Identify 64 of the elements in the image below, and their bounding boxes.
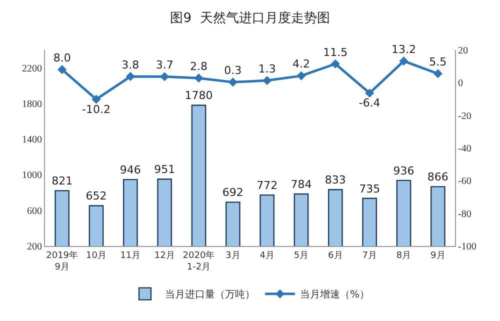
data-label: 866 [427,170,448,184]
y2-tick-label: -100 [458,242,476,252]
data-label: -6.4 [358,96,380,110]
x-tick-label: 11月 [120,250,141,261]
data-label: 3.7 [156,58,174,72]
legend-label: 当月增速（%） [300,288,370,301]
point [126,72,135,82]
data-label: 5.5 [429,56,447,69]
point [399,56,408,66]
y2-tick-label: 20 [458,46,468,56]
x-tick-label: 3月 [226,250,240,261]
point [330,59,340,68]
point [296,71,306,80]
point [58,65,67,74]
point [92,94,101,104]
y2-tick-label: -80 [458,208,472,220]
y-tick-label: 2200 [22,63,42,74]
data-label: 692 [222,186,244,200]
data-label: 772 [256,179,278,192]
y-tick-label: 1000 [22,170,42,182]
x-tick-label: 10月 [86,250,106,261]
x-tick-label: 8月 [396,250,412,261]
x-tick-label: 6月 [328,250,343,261]
data-label: 652 [86,190,107,203]
x-tick-label: 2020年 1-2月 [182,250,215,272]
point [262,76,272,86]
data-label: 946 [120,164,141,177]
data-label: 1780 [184,89,213,102]
data-label: 951 [154,163,176,176]
x-tick-label: 7月 [362,250,377,261]
y-tick-label: 600 [27,206,42,217]
data-label: 1.3 [258,62,276,76]
x-tick-label: 4月 [260,250,274,261]
data-label: 735 [359,182,380,196]
data-label: 0.3 [224,64,242,78]
data-label: 4.2 [292,58,310,71]
data-label: 13.2 [392,42,416,56]
point [433,69,442,78]
data-label: 833 [324,174,346,187]
data-label: 3.8 [122,58,140,72]
x-tick-label: 5月 [294,250,309,261]
y2-tick-label: -60 [458,176,472,188]
y-tick-label: 1400 [22,134,42,146]
y2-tick-label: -40 [458,144,472,154]
data-label: 2.8 [190,60,208,73]
data-label: -10.2 [82,102,110,116]
point [228,78,238,87]
point [365,88,374,98]
data-label: 8.0 [53,51,71,64]
y-tick-label: 1800 [22,98,42,110]
point [194,74,204,83]
y2-tick-label: -20 [458,110,472,122]
data-label: 11.5 [323,46,348,59]
x-tick-label: 9月 [430,250,446,261]
x-tick-label: 12月 [154,250,175,261]
x-tick-label: 2019年 9月 [46,250,78,272]
data-label: 936 [393,164,414,178]
chart-title: 图9 天然气进口月度走势图 [170,10,330,26]
point [160,72,170,82]
y-tick-label: 200 [27,242,42,252]
legend-label: 当月进口量（万吨） [165,288,255,301]
data-label: 821 [52,174,73,188]
data-label: 784 [290,178,312,191]
y2-tick-label: 0 [458,78,463,90]
